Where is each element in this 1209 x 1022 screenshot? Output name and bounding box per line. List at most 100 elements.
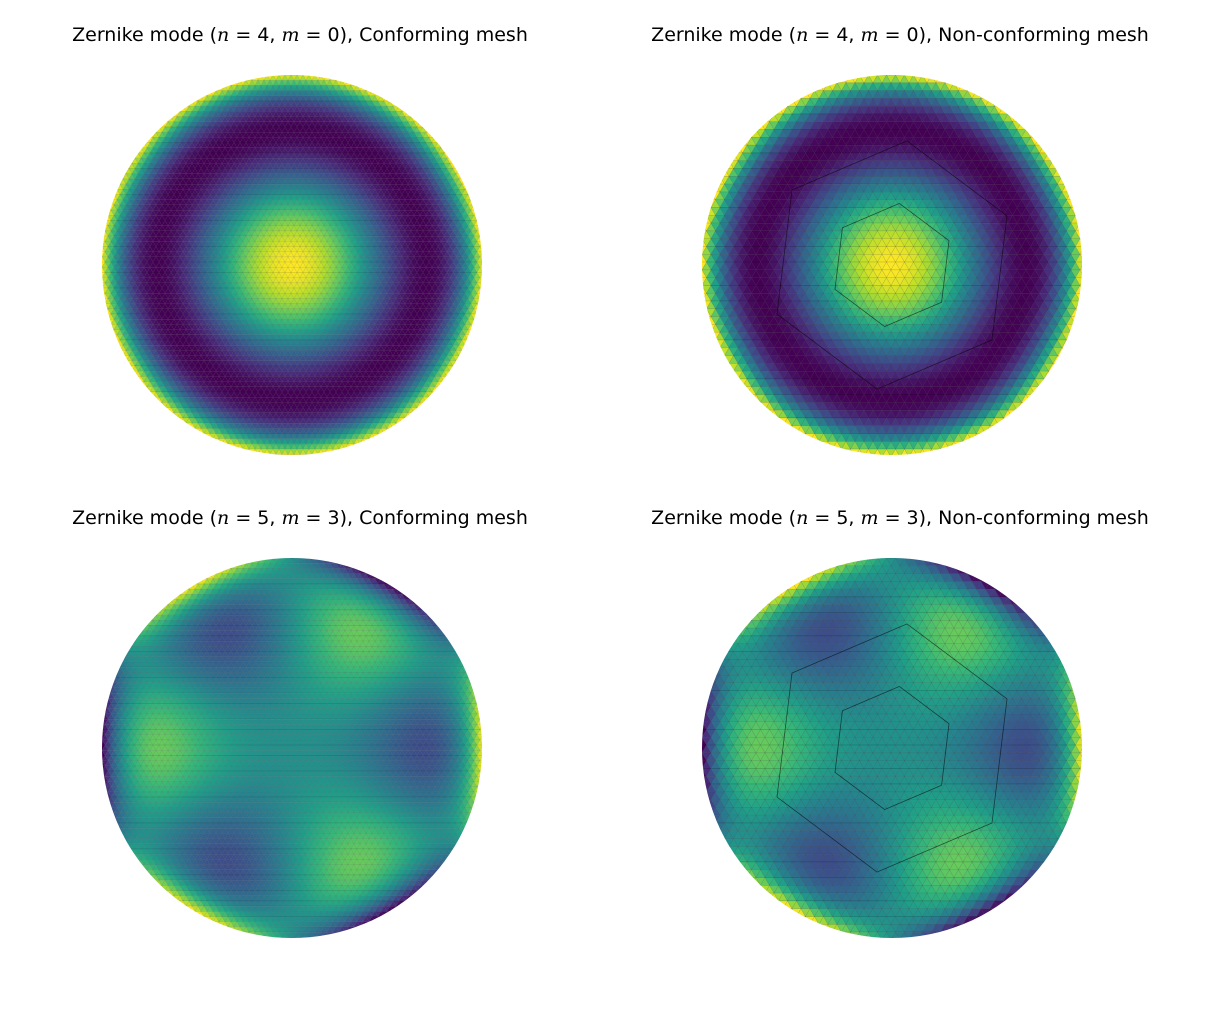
mesh-triangle <box>170 126 178 133</box>
mesh-triangle <box>449 157 457 164</box>
mesh-triangle <box>218 126 226 133</box>
mesh-triangle <box>338 126 346 133</box>
mesh-triangle <box>102 214 106 221</box>
mesh-triangle <box>413 116 421 122</box>
mesh-triangle <box>449 152 457 159</box>
mesh-triangle <box>182 126 190 133</box>
mesh-triangle <box>479 220 482 226</box>
mesh-triangle <box>188 126 196 133</box>
mesh-triangle <box>239 75 247 81</box>
mesh-triangle <box>341 75 349 81</box>
mesh-triangle <box>102 209 109 216</box>
mesh-triangle <box>473 199 481 206</box>
mesh-triangle <box>102 267 103 273</box>
mesh-triangle <box>368 126 376 133</box>
mesh-triangle <box>473 209 481 216</box>
mesh-triangle <box>278 126 286 133</box>
mesh-triangle <box>116 173 124 180</box>
mesh-triangle <box>107 194 115 201</box>
mesh-triangle <box>230 79 238 86</box>
mesh-triangle <box>197 90 205 97</box>
mesh-triangle <box>452 157 460 164</box>
mesh-triangle <box>164 126 172 133</box>
mesh-triangle <box>266 126 274 133</box>
mesh-triangle <box>416 116 424 123</box>
mesh-triangle <box>242 126 250 133</box>
mesh-triangle <box>374 126 382 133</box>
mesh-triangle <box>479 230 482 237</box>
mesh-triangle <box>152 121 160 128</box>
mesh-triangle <box>410 111 418 117</box>
mesh-triangle <box>395 100 403 107</box>
mesh-triangle <box>281 75 289 76</box>
mesh-triangle <box>476 214 482 221</box>
mesh-triangle <box>332 126 340 133</box>
mesh-triangle <box>314 75 322 76</box>
mesh-triangle <box>230 126 238 133</box>
mesh-triangle <box>140 137 148 143</box>
mesh-triangle <box>242 75 250 81</box>
mesh-triangle <box>419 116 427 122</box>
mesh-triangle <box>416 126 424 133</box>
mesh-triangle <box>392 100 400 107</box>
mesh-triangle <box>326 126 334 133</box>
mesh-triangle <box>365 85 373 91</box>
mesh-triangle <box>479 287 482 294</box>
mesh-triangles <box>102 75 489 455</box>
mesh-triangle <box>476 209 482 216</box>
mesh-triangle <box>102 308 109 315</box>
mesh-triangle <box>483 283 489 288</box>
mesh-triangle <box>293 75 301 76</box>
mesh-triangle <box>422 121 430 128</box>
mesh-triangle <box>122 162 130 169</box>
mesh-triangle <box>407 105 415 112</box>
mesh-triangle <box>299 75 307 76</box>
mesh-triangle <box>386 95 394 102</box>
mesh-triangle <box>167 111 175 117</box>
mesh-triangle <box>143 131 151 138</box>
mesh-triangle <box>380 126 388 133</box>
mesh-triangle <box>470 194 478 200</box>
mesh-triangle <box>410 126 418 133</box>
mesh-triangle <box>260 75 268 76</box>
mesh-triangle <box>236 126 244 133</box>
mesh-triangle <box>425 126 433 133</box>
mesh-triangle <box>329 75 337 81</box>
mesh-triangle <box>278 75 286 76</box>
mesh-triangle <box>386 126 394 133</box>
mesh-triangle <box>149 126 157 133</box>
mesh-triangle <box>326 75 334 76</box>
mesh-triangle <box>483 246 489 251</box>
mesh-triangle <box>102 215 109 221</box>
mesh-triangle <box>161 116 169 122</box>
mesh-triangle <box>102 277 103 284</box>
mesh-triangle <box>374 90 382 96</box>
mesh-triangle <box>350 126 358 133</box>
mesh-triangle <box>102 235 103 242</box>
mesh-triangle <box>404 106 412 112</box>
mesh-triangle <box>137 142 145 149</box>
mesh-triangle <box>131 147 139 154</box>
mesh-triangle <box>332 75 340 81</box>
mesh-triangle <box>344 126 352 133</box>
mesh-triangle <box>164 111 172 117</box>
mesh-triangle <box>104 204 112 211</box>
mesh-triangle <box>233 75 241 81</box>
mesh-triangle <box>102 246 103 253</box>
mesh-triangle <box>356 126 364 133</box>
mesh-triangle <box>245 75 253 81</box>
mesh-triangle <box>350 79 358 86</box>
mesh-triangle <box>380 90 388 96</box>
mesh-triangle <box>212 126 220 133</box>
mesh-triangle <box>134 142 142 148</box>
mesh-triangle <box>107 188 115 195</box>
mesh-triangle <box>263 75 271 76</box>
mesh-triangle <box>284 75 292 76</box>
mesh-triangle <box>290 75 298 76</box>
mesh-triangle <box>479 240 482 247</box>
mesh-triangle <box>335 75 343 81</box>
mesh-triangle <box>302 126 310 133</box>
mesh-triangle <box>483 272 489 277</box>
mesh-triangle <box>389 95 397 102</box>
mesh-triangle <box>377 90 385 97</box>
